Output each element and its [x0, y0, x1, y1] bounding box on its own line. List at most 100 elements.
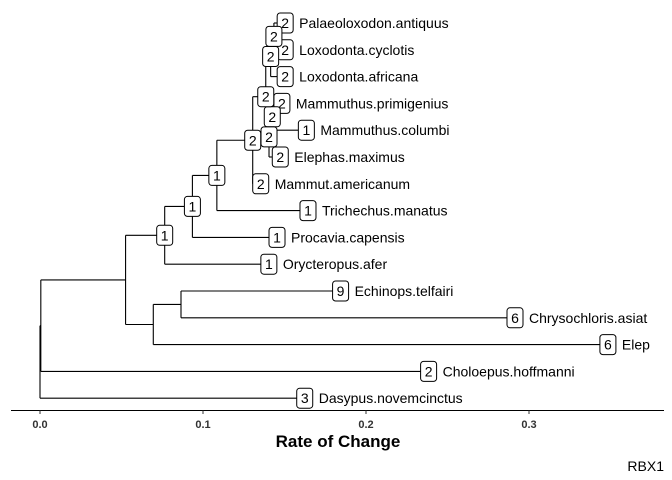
- badge-count: 1: [273, 229, 281, 245]
- badge-frame: [257, 86, 275, 108]
- badge-frame: [599, 334, 617, 356]
- tip-orycteropus-afer: 1 Orycteropus.afer: [260, 253, 388, 275]
- tip-label: Chrysochloris.asiat: [529, 310, 647, 326]
- badge-count: 1: [189, 198, 197, 214]
- tip-badge: 2: [252, 173, 270, 195]
- badge-frame: [271, 146, 289, 168]
- tip-procavia-capensis: 1 Procavia.capensis: [268, 226, 405, 248]
- tip-mammuthus-columbi: 1 Mammuthus.columbi: [297, 119, 450, 141]
- tip-loxodonta-cyclotis: 2 Loxodonta.cyclotis: [276, 39, 414, 61]
- tip-loxodonta-africana: 2 Loxodonta.africana: [276, 66, 418, 88]
- badge-count: 2: [265, 129, 273, 145]
- badge-count: 2: [267, 49, 275, 65]
- badge-count: 1: [265, 256, 273, 272]
- node-badge: 1: [183, 195, 201, 217]
- tip-mammut-americanum: 2 Mammut.americanum: [252, 173, 410, 195]
- tip-badge: 1: [297, 119, 315, 141]
- badge-count: 6: [604, 337, 612, 353]
- badge-count: 6: [511, 310, 519, 326]
- plot-caption: RBX1: [627, 458, 664, 474]
- badge-count: 1: [304, 203, 312, 219]
- badge-frame: [297, 119, 315, 141]
- badge-frame: [208, 164, 226, 186]
- x-tick-label: 0.2: [358, 419, 373, 431]
- badge-count: 9: [337, 283, 345, 299]
- tip-elep: 6 Elep: [599, 334, 650, 356]
- x-tick-label: 0.3: [521, 419, 536, 431]
- badge-count: 2: [278, 95, 286, 111]
- tip-badge: 1: [299, 200, 317, 222]
- badge-frame: [332, 280, 350, 302]
- badge-count: 2: [281, 69, 289, 85]
- tip-badge: 6: [506, 307, 524, 329]
- tip-badge: 1: [268, 226, 286, 248]
- node-badge: 1: [156, 224, 174, 246]
- tip-label: Mammuthus.columbi: [320, 122, 449, 138]
- tip-label: Dasypus.novemcinctus: [319, 390, 463, 406]
- tip-label: Mammuthus.primigenius: [296, 95, 449, 111]
- tip-badge: 6: [599, 334, 617, 356]
- tip-dasypus-novemcinctus: 3 Dasypus.novemcinctus: [296, 387, 463, 409]
- tip-badge: 2: [420, 360, 438, 382]
- node-badge: 2: [260, 126, 278, 148]
- tip-label: Orycteropus.afer: [283, 256, 388, 272]
- badge-count: 2: [281, 15, 289, 31]
- tip-label: Palaeoloxodon.antiquus: [299, 15, 448, 31]
- node-badge: 2: [262, 46, 280, 67]
- badge-count: 2: [257, 176, 265, 192]
- badge-count: 2: [268, 109, 276, 125]
- badge-frame: [506, 307, 524, 329]
- tip-label: Loxodonta.cyclotis: [299, 42, 414, 58]
- tip-label: Echinops.telfairi: [355, 283, 454, 299]
- badge-count: 2: [270, 28, 278, 44]
- node-badge: 1: [208, 164, 226, 186]
- badge-count: 2: [425, 363, 433, 379]
- tip-label: Elep: [622, 337, 650, 353]
- x-tick-label: 0.0: [32, 419, 47, 431]
- tip-labels: 2 Palaeoloxodon.antiquus 2 Loxodonta.cyclot…: [252, 12, 650, 409]
- badge-count: 1: [161, 227, 169, 243]
- tip-chrysochloris-asiat: 6 Chrysochloris.asiat: [506, 307, 647, 329]
- tip-label: Procavia.capensis: [291, 229, 405, 245]
- tip-trichechus-manatus: 1 Trichechus.manatus: [299, 200, 448, 222]
- badge-frame: [276, 66, 294, 88]
- x-axis: 0.0 0.1 0.2 0.3 Rate of Change: [11, 410, 664, 451]
- node-badge: 2: [265, 25, 283, 47]
- tip-label: Mammut.americanum: [275, 176, 410, 192]
- badge-frame: [420, 360, 438, 382]
- badge-count: 3: [301, 390, 309, 406]
- badge-frame: [183, 195, 201, 217]
- badge-count: 1: [302, 122, 310, 138]
- tip-badge: 9: [332, 280, 350, 302]
- badge-count: 2: [281, 42, 289, 58]
- tip-mammuthus-primigenius: 2 Mammuthus.primigenius: [273, 92, 449, 114]
- x-axis-title: Rate of Change: [276, 432, 401, 451]
- badge-frame: [260, 253, 278, 275]
- tip-badge: 3: [296, 387, 314, 409]
- node-badge: 2: [257, 86, 275, 108]
- tip-label: Trichechus.manatus: [322, 203, 448, 219]
- tip-badge: 1: [260, 253, 278, 275]
- badge-frame: [156, 224, 174, 246]
- badge-count: 2: [262, 89, 270, 105]
- badge-frame: [244, 129, 262, 151]
- x-axis-ticks: 0.0 0.1 0.2 0.3: [32, 410, 537, 431]
- badge-frame: [268, 226, 286, 248]
- tip-elephas-maximus: 2 Elephas.maximus: [271, 146, 405, 168]
- badge-count: 1: [213, 167, 221, 183]
- tip-badge: 2: [271, 146, 289, 168]
- tip-label: Loxodonta.africana: [299, 69, 418, 85]
- node-badge: 2: [263, 106, 281, 128]
- x-tick-label: 0.1: [195, 419, 210, 431]
- node-badge: 2: [244, 129, 262, 151]
- badge-count: 2: [276, 149, 284, 165]
- tip-choloepus-hoffmanni: 2 Choloepus.hoffmanni: [420, 360, 575, 382]
- badge-frame: [262, 46, 280, 67]
- tip-palaeoloxodon-antiquus: 2 Palaeoloxodon.antiquus: [276, 12, 449, 34]
- tip-label: Elephas.maximus: [294, 149, 405, 165]
- badge-frame: [299, 200, 317, 222]
- badge-count: 2: [249, 132, 257, 148]
- tip-label: Choloepus.hoffmanni: [443, 363, 575, 379]
